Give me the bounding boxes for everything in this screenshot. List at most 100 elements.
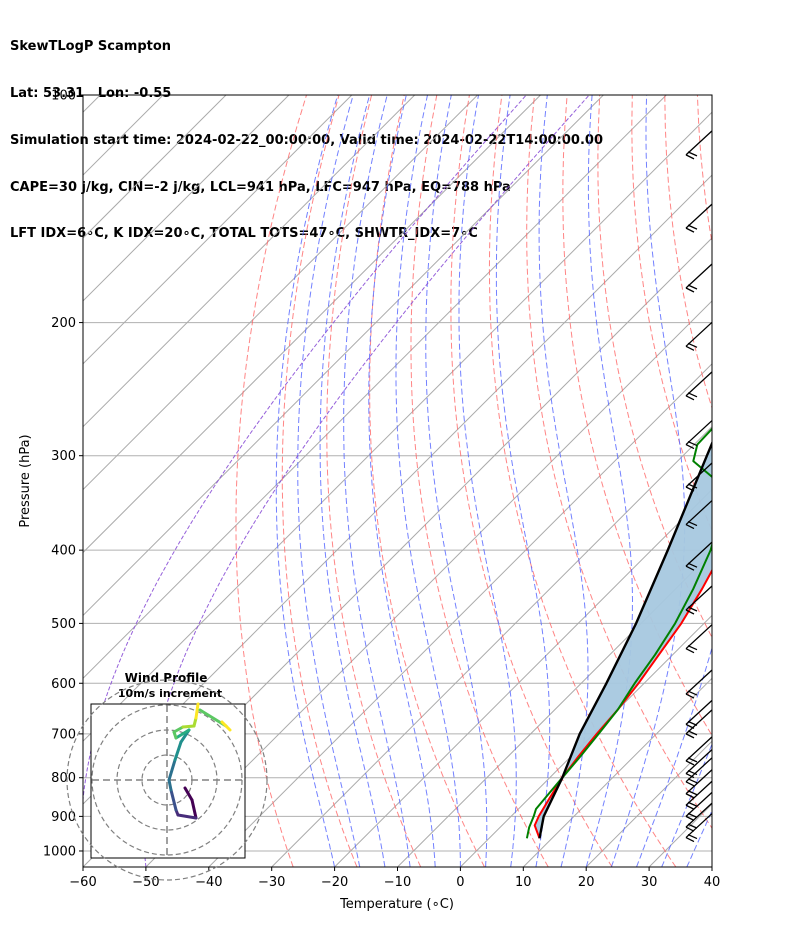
dry-adiabat [562,95,712,737]
x-axis: −60 −50 −40 −30 −20 −10 0 10 20 30 40 [69,867,720,890]
moist-adiabat [297,95,361,867]
hodograph-segment [194,702,200,720]
chart-title: SkewTLogP Scampton [10,39,172,55]
isotherm [397,551,712,867]
x-tick-label: −60 [69,875,96,890]
y-tick-label: 700 [51,727,76,742]
x-tick-label: 20 [578,875,595,890]
y-tick-label: 100 [51,89,76,104]
x-tick-label: 40 [704,875,721,890]
hodograph-segment [173,740,183,762]
hodograph-segment [169,788,178,812]
dry-adiabat [488,95,677,867]
moist-adiabat [661,742,712,867]
wind-barb [685,749,713,779]
profiles [525,427,712,839]
wind-barb [685,669,713,699]
hodograph: Wind Profile 10m/s increment [66,671,268,881]
wind-barbs [685,130,713,843]
isotherm [83,95,478,491]
hodograph-segment [167,758,177,782]
moist-adiabat [275,95,339,867]
wind-barb [685,541,713,571]
chart-header: SkewTLogP Scampton Lat: 53.31 Lon: -0.55… [10,8,603,258]
wind-barb [685,500,713,530]
dry-adiabat [450,95,613,867]
wind-barb [685,802,713,832]
isotherm [460,614,712,867]
cape-area [534,443,712,839]
wind-barb [685,321,713,351]
isotherm [585,740,712,867]
y-tick-label: 400 [51,544,76,559]
x-tick-label: 0 [456,875,464,890]
x-tick-label: −10 [384,875,411,890]
isotherm [83,95,541,554]
wind-barb [685,263,713,293]
hodograph-segment [181,724,196,729]
x-tick-label: −20 [321,875,348,890]
isotherm [208,363,712,867]
moist-adiabat [495,95,551,867]
wind-barb [685,736,713,766]
y-axis: 1000 900 800 700 600 500 400 300 200 100 [43,89,83,859]
x-tick-label: 30 [641,875,658,890]
wind-barb [685,709,713,739]
hodograph-ring [66,679,268,881]
dry-adiabat [730,95,794,867]
moist-adiabat [585,95,633,867]
x-tick-label: −40 [195,875,222,890]
wind-barb [685,624,713,654]
wind-barb [685,769,713,799]
wind-barb [685,585,713,615]
isotherm [83,95,101,113]
dry-adiabat [410,95,549,867]
hodograph-segment [176,813,198,820]
x-tick-label: 10 [515,875,532,890]
wind-barb [685,813,713,843]
moist-adiabat [737,95,794,867]
moist-adiabat [610,95,686,867]
isotherm [271,425,712,867]
dry-adiabat [597,95,712,639]
moist-adiabat [538,95,589,867]
hodograph-subtitle: 10m/s increment [118,687,222,700]
x-tick-label: −30 [258,875,285,890]
cape-shading [534,443,712,839]
dry-adiabat [369,95,485,867]
isotherm [775,95,794,867]
y-tick-label: 300 [51,449,76,464]
wind-barb [685,130,713,160]
time-line: Simulation start time: 2024-02-22_00:00:… [10,132,603,148]
moist-adiabat [368,95,436,867]
moist-adiabat [686,809,712,867]
isotherm [83,95,353,365]
hodograph-segment [172,725,185,734]
moist-adiabat [458,95,517,867]
mixing-ratio-line [143,95,590,867]
hodograph-title: Wind Profile [125,671,208,685]
wind-barb [685,780,713,810]
isotherm [711,866,712,867]
wind-barb [685,462,713,492]
isotherm [83,111,712,742]
hodograph-segment [190,798,198,820]
y-tick-label: 500 [51,617,76,632]
dry-adiabat [763,95,794,867]
isotherm [522,677,712,867]
y-tick-label: 800 [51,771,76,786]
isotherm [83,95,416,428]
indices-line-2: LFT IDX=6∘C, K IDX=20∘C, TOTAL TOTS=47∘C… [10,226,478,242]
moist-adiabat [319,95,386,867]
hodograph-segment [174,728,191,740]
y-tick-label: 900 [51,810,76,825]
isotherm [83,95,227,239]
wind-barb [685,791,713,821]
moist-adiabat [395,95,461,867]
y-axis-label: Pressure (hPa) [18,434,33,527]
dry-adiabat [281,95,358,867]
isotherm [145,300,712,867]
x-axis-label: Temperature (∘C) [339,897,454,912]
mixing-ratio-line [83,95,527,867]
